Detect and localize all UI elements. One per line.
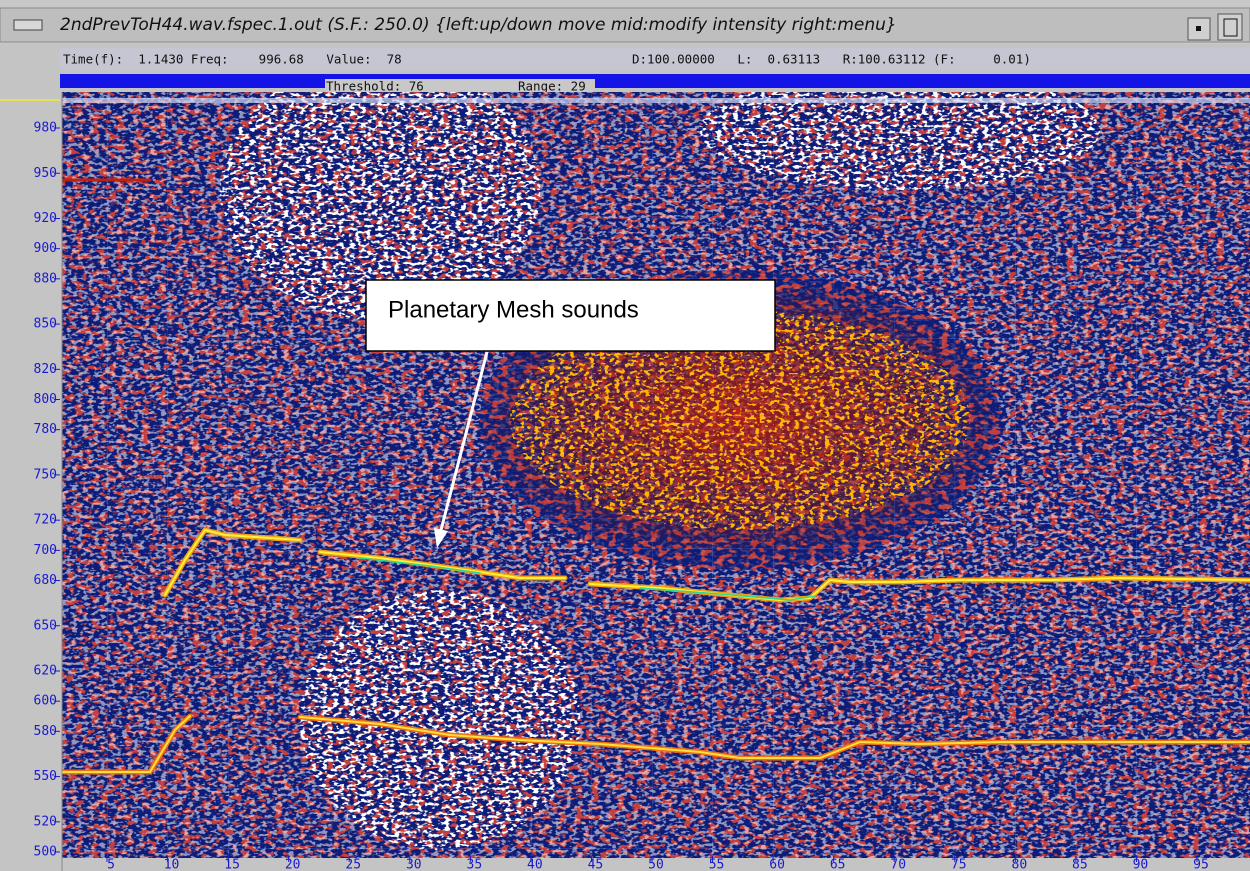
y-tick-label: 720 [34, 513, 57, 528]
x-tick-label: 70 [890, 858, 906, 871]
x-tick-label: 35 [467, 858, 483, 871]
x-tick-label: 80 [1012, 858, 1028, 871]
y-tick-label: 500 [34, 845, 57, 860]
x-tick-label: 85 [1072, 858, 1088, 871]
status-left: Time(f): 1.1430 Freq: 996.68 Value: 78 [63, 52, 402, 67]
y-tick-label: 780 [34, 422, 57, 437]
x-tick-label: 45 [588, 858, 604, 871]
y-tick-label: 820 [34, 362, 57, 377]
x-tick-label: 65 [830, 858, 846, 871]
x-tick-label: 50 [648, 858, 664, 871]
page: 2ndPrevToH44.wav.fspec.1.out (S.F.: 250.… [0, 0, 1250, 871]
threshold-label: Threshold: 76 [326, 79, 424, 94]
y-tick-label: 750 [34, 467, 57, 482]
y-tick-label: 680 [34, 573, 57, 588]
y-tick-label: 650 [34, 618, 57, 633]
top-edge [62, 98, 1250, 103]
x-tick-label: 15 [224, 858, 240, 871]
status-right: D:100.00000 L: 0.63113 R:100.63112 (F: 0… [632, 52, 1031, 67]
y-tick-label: 700 [34, 543, 57, 558]
y-tick-label: 520 [34, 814, 57, 829]
y-tick-label: 920 [34, 211, 57, 226]
y-tick-label: 620 [34, 664, 57, 679]
y-tick-label: 600 [34, 694, 57, 709]
x-tick-label: 90 [1133, 858, 1149, 871]
y-tick-label: 880 [34, 271, 57, 286]
x-tick-label: 60 [769, 858, 785, 871]
y-tick-label: 850 [34, 317, 57, 332]
minimize-icon [1196, 26, 1201, 31]
threshold-bar[interactable] [60, 74, 1250, 88]
x-tick-label: 25 [345, 858, 361, 871]
spectrogram [62, 92, 1250, 858]
x-tick-label: 20 [285, 858, 301, 871]
y-tick-label: 580 [34, 724, 57, 739]
x-tick-label: 55 [709, 858, 725, 871]
spectrogram-window: 2ndPrevToH44.wav.fspec.1.out (S.F.: 250.… [0, 0, 1250, 871]
y-tick-label: 950 [34, 166, 57, 181]
x-tick-label: 5 [107, 858, 115, 871]
range-label: Range: 29 [518, 79, 586, 94]
y-tick-label: 900 [34, 241, 57, 256]
x-tick-label: 40 [527, 858, 543, 871]
x-tick-label: 30 [406, 858, 422, 871]
x-tick-label: 75 [951, 858, 967, 871]
x-tick-label: 95 [1193, 858, 1209, 871]
y-tick-label: 550 [34, 769, 57, 784]
callout-text: Planetary Mesh sounds [388, 296, 639, 323]
y-tick-label: 980 [34, 121, 57, 136]
y-tick-label: 800 [34, 392, 57, 407]
x-tick-label: 10 [164, 858, 180, 871]
window-menu-button[interactable] [14, 20, 42, 30]
window-title: 2ndPrevToH44.wav.fspec.1.out (S.F.: 250.… [60, 15, 897, 35]
